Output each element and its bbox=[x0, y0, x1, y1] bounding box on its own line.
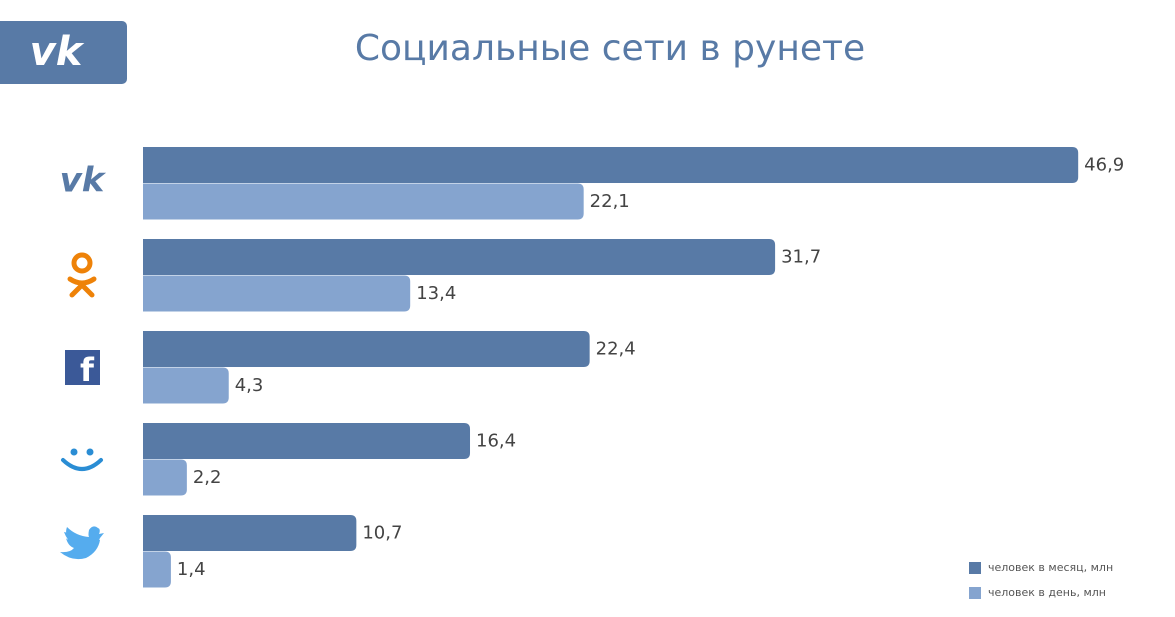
value-label: 46,9 bbox=[1084, 154, 1124, 175]
legend-label: человек в день, млн bbox=[988, 586, 1106, 599]
legend-label: человек в месяц, млн bbox=[988, 561, 1113, 574]
icon-ok bbox=[67, 252, 97, 298]
logo-badge: vk bbox=[0, 21, 127, 84]
svg-text:vk: vk bbox=[60, 161, 107, 201]
bar bbox=[143, 423, 471, 459]
value-label: 4,3 bbox=[235, 375, 264, 396]
value-label: 16,4 bbox=[476, 430, 516, 451]
icon-mail-smile bbox=[61, 448, 103, 471]
bar bbox=[143, 183, 584, 220]
value-label: 22,1 bbox=[590, 191, 630, 212]
icon-vk: vk bbox=[60, 161, 107, 201]
legend-swatch bbox=[969, 587, 981, 599]
svg-text:f: f bbox=[80, 351, 95, 389]
legend-swatch bbox=[969, 562, 981, 574]
bar bbox=[143, 275, 411, 312]
value-label: 22,4 bbox=[596, 338, 636, 359]
bar bbox=[143, 239, 776, 275]
chart-title: Социальные сети в рунете bbox=[355, 28, 865, 69]
icon-twitter bbox=[60, 526, 104, 560]
value-label: 1,4 bbox=[177, 559, 206, 580]
svg-text:vk: vk bbox=[30, 29, 85, 75]
bar bbox=[143, 459, 187, 496]
bar bbox=[143, 331, 590, 367]
value-label: 2,2 bbox=[193, 467, 222, 488]
icon-facebook: f bbox=[65, 350, 100, 389]
value-label: 10,7 bbox=[362, 522, 402, 543]
value-label: 13,4 bbox=[416, 283, 456, 304]
value-label: 31,7 bbox=[781, 246, 821, 267]
bar bbox=[143, 367, 229, 404]
bar bbox=[143, 147, 1079, 183]
bar bbox=[143, 551, 171, 588]
bar bbox=[143, 515, 357, 551]
